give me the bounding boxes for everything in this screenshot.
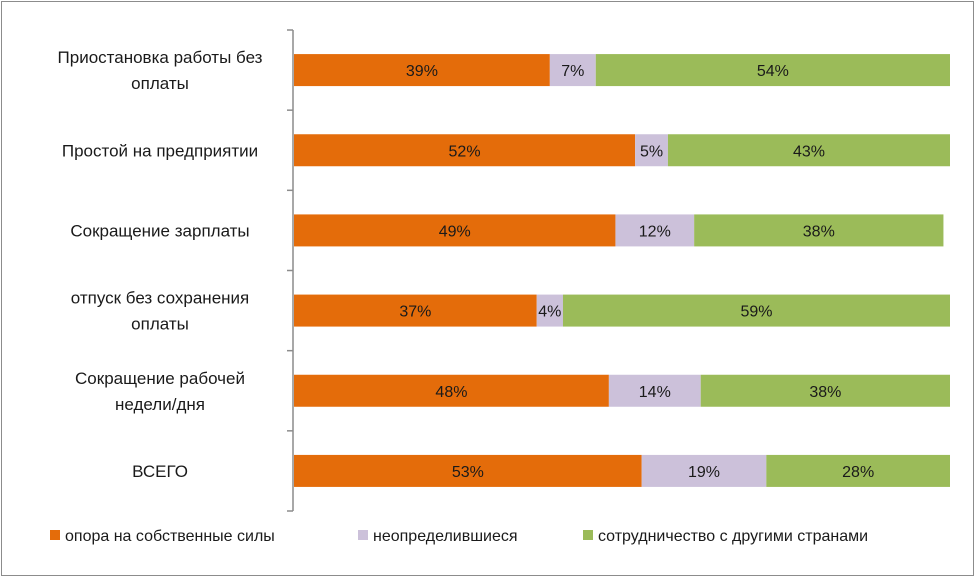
data-label: 39% — [406, 63, 438, 80]
bar-segment — [294, 454, 642, 487]
category-label: Простой на предприятии — [62, 141, 258, 160]
bar-segment — [595, 54, 950, 87]
data-label: 12% — [639, 223, 671, 240]
data-label: 14% — [639, 384, 671, 401]
bar-segment — [549, 54, 596, 87]
data-label: 38% — [803, 223, 835, 240]
legend-item: неопределившиеся — [358, 528, 518, 545]
data-label: 28% — [842, 464, 874, 481]
bar-segment — [294, 374, 609, 407]
data-label: 5% — [640, 143, 663, 160]
category-label: отпуск без сохранения — [71, 289, 249, 308]
bar-segment — [294, 54, 550, 87]
bar-segment — [294, 214, 616, 247]
bar-segment — [694, 214, 944, 247]
category-label: Приостановка работы без — [58, 48, 263, 67]
category-label: недели/дня — [115, 395, 205, 414]
legend-swatch — [50, 530, 60, 540]
data-label: 38% — [809, 384, 841, 401]
bar-segment — [294, 294, 537, 327]
category-labels: Приостановка работы без оплаты Простой на … — [58, 48, 263, 481]
data-label: 49% — [439, 223, 471, 240]
bars-layer: 39% 7% 54% 52% 5% 43% 49% 12% 38% 37% 4% 59% 48% 14% 3… — [294, 54, 950, 487]
bar-segment — [641, 454, 767, 487]
legend-label: неопределившиеся — [373, 528, 518, 545]
legend-label: сотрудничество с другими странами — [598, 528, 868, 545]
data-label: 37% — [399, 304, 431, 321]
category-label: Сокращение зарплаты — [70, 221, 249, 240]
bar-segment — [536, 294, 563, 327]
bar-segment — [667, 134, 950, 167]
category-label: Сокращение рабочей — [75, 369, 245, 388]
bar-segment — [766, 454, 950, 487]
legend-label: опора на собственные силы — [65, 528, 275, 545]
data-label: 7% — [561, 63, 584, 80]
category-label: ВСЕГО — [132, 462, 188, 481]
category-label: оплаты — [131, 315, 189, 334]
legend: опора на собственные силы неопределившиес… — [50, 528, 868, 545]
data-label: 54% — [757, 63, 789, 80]
bar-segment — [700, 374, 950, 407]
data-label: 59% — [740, 304, 772, 321]
data-label: 53% — [452, 464, 484, 481]
legend-swatch — [583, 530, 593, 540]
category-axis — [287, 29, 294, 512]
data-label: 52% — [449, 143, 481, 160]
bar-segment — [608, 374, 701, 407]
category-label: оплаты — [131, 74, 189, 93]
legend-swatch — [358, 530, 368, 540]
legend-item: сотрудничество с другими странами — [583, 528, 868, 545]
bar-segment — [562, 294, 950, 327]
data-label: 43% — [793, 143, 825, 160]
legend-item: опора на собственные силы — [50, 528, 275, 545]
bar-segment — [635, 134, 668, 167]
bar-segment — [615, 214, 695, 247]
bar-segment — [294, 134, 636, 167]
data-label: 48% — [435, 384, 467, 401]
data-label: 4% — [538, 304, 561, 321]
data-label: 19% — [688, 464, 720, 481]
